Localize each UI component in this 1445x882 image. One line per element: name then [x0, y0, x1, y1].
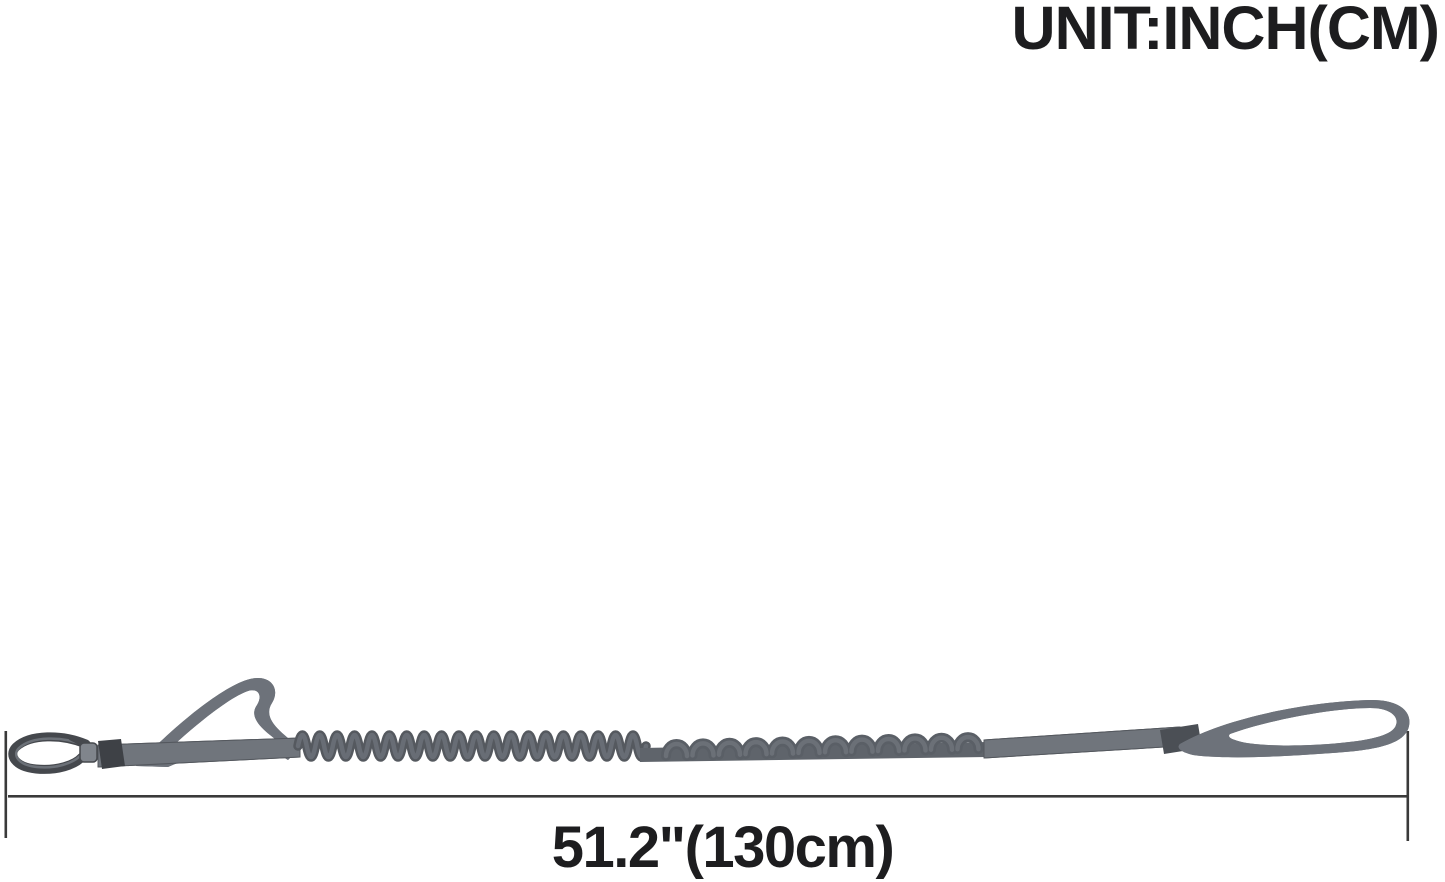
dimension-line [8, 795, 1407, 798]
dimension-tick-right [1406, 731, 1410, 841]
strap-keeper-left [98, 739, 125, 769]
bungee-coils-loose-highlight [663, 734, 981, 759]
snap-hook [8, 732, 91, 774]
length-measurement-label: 51.2"(130cm) [551, 815, 895, 880]
bungee-coils-tight-highlight [295, 732, 649, 760]
webbing-strap-right-texture [983, 726, 1181, 759]
unit-label: UNIT:INCH(CM) [1011, 0, 1440, 62]
dimension-tick-left [4, 731, 8, 838]
webbing-strap-left-texture [97, 737, 301, 768]
leash [8, 677, 1410, 774]
snap-hook-swivel [79, 742, 98, 763]
snap-hook-highlight [14, 737, 86, 769]
right-handle-loop-texture [1178, 700, 1410, 758]
dimension-annotation [4, 731, 1410, 841]
